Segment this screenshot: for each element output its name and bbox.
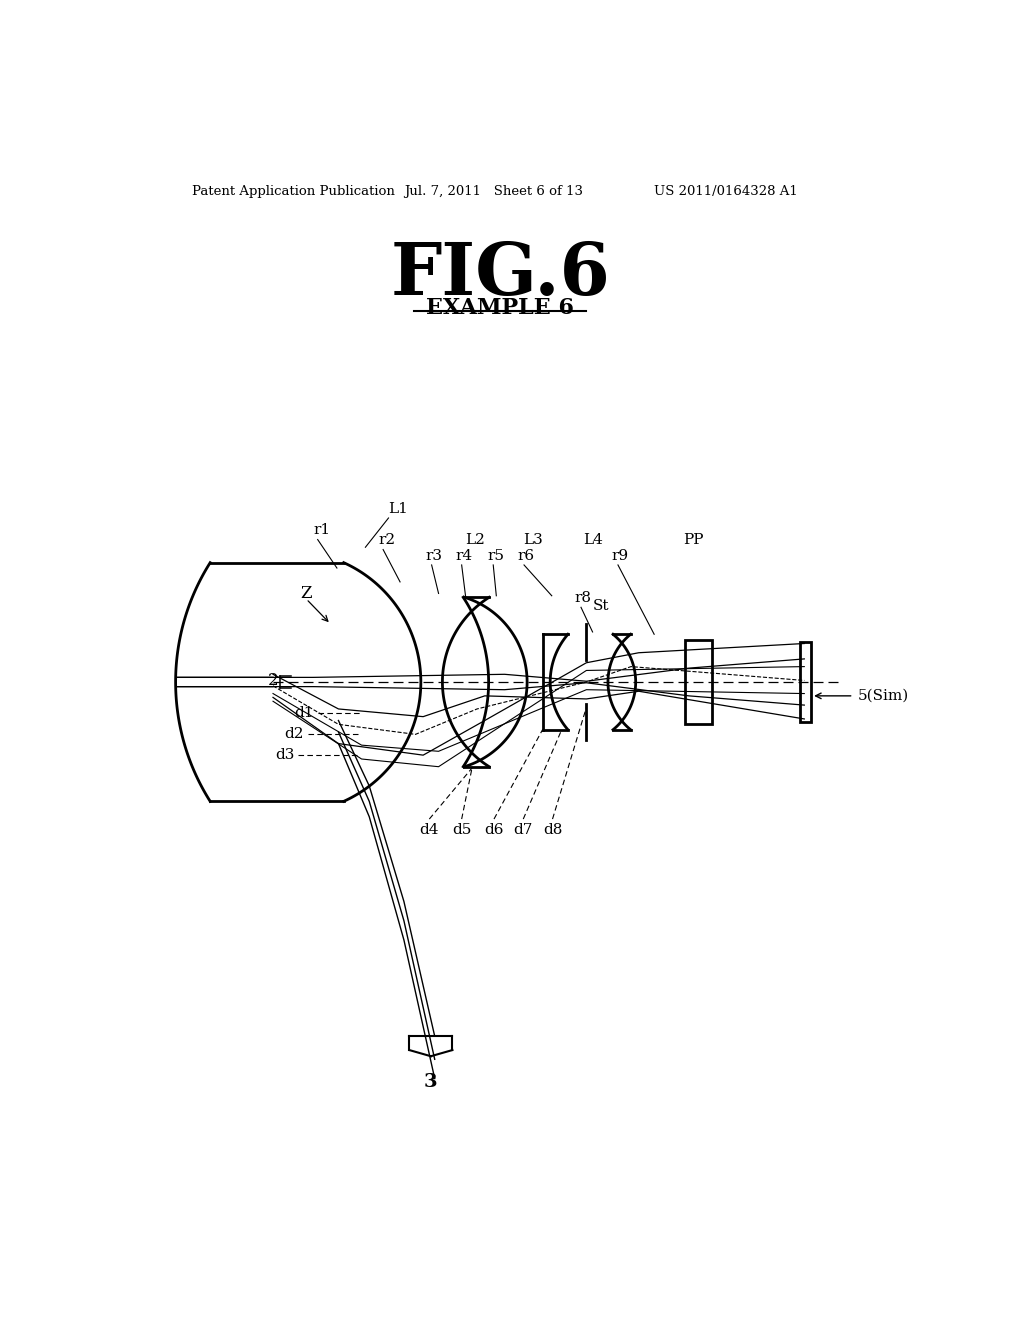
Text: r8: r8 <box>574 591 592 605</box>
Text: d5: d5 <box>452 822 471 837</box>
Text: d7: d7 <box>514 822 532 837</box>
Text: Z: Z <box>300 585 311 602</box>
Text: r3: r3 <box>425 549 442 562</box>
Text: r4: r4 <box>456 549 473 562</box>
Text: PP: PP <box>683 533 703 548</box>
Text: d6: d6 <box>484 822 504 837</box>
Text: L4: L4 <box>584 533 603 548</box>
Text: 2: 2 <box>267 672 279 689</box>
Text: St: St <box>593 599 609 612</box>
Text: d3: d3 <box>275 748 295 762</box>
Bar <box>685 640 712 725</box>
Text: 3: 3 <box>424 1073 437 1092</box>
Text: Jul. 7, 2011   Sheet 6 of 13: Jul. 7, 2011 Sheet 6 of 13 <box>403 185 583 198</box>
Text: r1: r1 <box>313 523 330 537</box>
Text: d2: d2 <box>285 727 304 742</box>
Text: FIG.6: FIG.6 <box>390 239 610 310</box>
Bar <box>801 642 811 722</box>
Text: L1: L1 <box>388 503 409 516</box>
Text: d8: d8 <box>543 822 562 837</box>
Text: r6: r6 <box>518 549 535 562</box>
Text: 5(Sim): 5(Sim) <box>857 689 908 702</box>
Text: d4: d4 <box>420 822 439 837</box>
Text: EXAMPLE 6: EXAMPLE 6 <box>426 297 574 319</box>
Text: r5: r5 <box>487 549 504 562</box>
Text: r9: r9 <box>611 549 629 562</box>
Text: US 2011/0164328 A1: US 2011/0164328 A1 <box>654 185 798 198</box>
Text: L2: L2 <box>466 533 485 548</box>
Text: Patent Application Publication: Patent Application Publication <box>193 185 395 198</box>
Text: r2: r2 <box>379 533 395 548</box>
Text: L3: L3 <box>523 533 543 548</box>
Text: d1: d1 <box>294 706 313 719</box>
